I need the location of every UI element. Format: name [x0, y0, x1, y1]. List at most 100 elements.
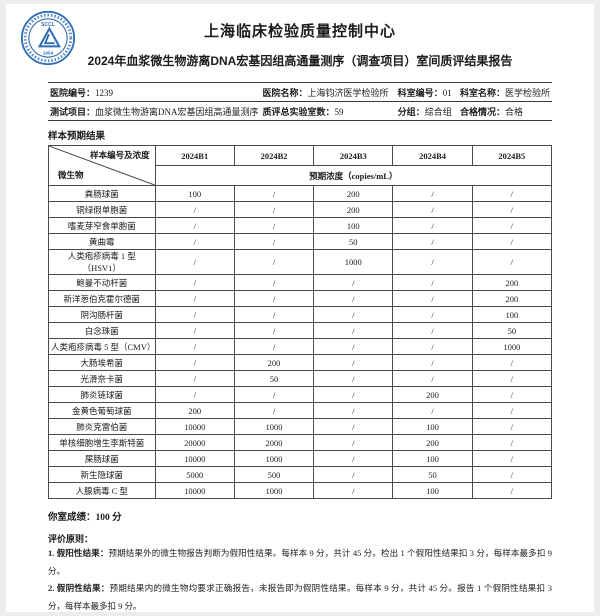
- concentration-value: /: [313, 290, 394, 307]
- concentration-value: /: [154, 370, 235, 387]
- concentration-value: /: [233, 338, 315, 355]
- concentration-value: /: [313, 354, 394, 371]
- concentration-value: /: [471, 217, 553, 234]
- info-label: 医院名称：: [262, 87, 308, 98]
- concentration-value: /: [154, 306, 235, 323]
- concentration-value: /: [471, 466, 553, 483]
- microbe-name: 金黄色葡萄球菌: [48, 402, 156, 419]
- concentration-value: /: [154, 322, 235, 339]
- logo-acronym: SCCL: [41, 22, 55, 28]
- concentration-value: /: [313, 402, 394, 419]
- concentration-value: /: [392, 185, 473, 202]
- concentration-value: /: [392, 322, 473, 339]
- concentration-value: /: [154, 290, 235, 307]
- concentration-value: 100: [392, 450, 473, 467]
- concentration-value: 100: [392, 418, 473, 435]
- sample-column-header: 2024B3: [313, 145, 394, 166]
- concentration-value: /: [233, 233, 315, 250]
- microbe-name: 阴沟肠杆菌: [48, 306, 156, 323]
- microbe-name: 人类疱疹病毒 5 型（CMV）: [48, 338, 156, 355]
- concentration-value: /: [471, 450, 553, 467]
- sample-column-header: 2024B1: [154, 145, 235, 166]
- concentration-value: /: [233, 201, 315, 218]
- table-row: 粪肠球菌 100/200//: [48, 185, 553, 202]
- info-label: 科室名称：: [459, 87, 505, 98]
- evaluation-principles-heading: 评价原则：: [48, 534, 94, 544]
- concentration-value: /: [233, 402, 315, 419]
- table-row: 人类疱疹病毒 1 型（HSV1） //1000//: [48, 249, 553, 275]
- concentration-value: /: [471, 482, 553, 499]
- subheader-expected-concentration: 预期浓度（copies/mL）: [154, 165, 553, 186]
- table-row: 光滑奈卡菌/50// /: [48, 370, 553, 387]
- concentration-value: /: [392, 274, 473, 291]
- concentration-value: 200: [233, 354, 315, 371]
- concentration-value: /: [233, 386, 315, 403]
- concentration-value: /: [471, 185, 553, 202]
- page-title: 上海临床检验质量控制中心: [203, 23, 396, 40]
- concentration-value: /: [154, 217, 235, 234]
- concentration-value: 500: [233, 466, 315, 483]
- concentration-value: /: [392, 233, 473, 250]
- evaluation-principles-list: 1. 假阳性结果：预期结果外的微生物报告判断为假阳性结果。每样本 9 分，共计 …: [48, 545, 552, 612]
- info-label: 质评总实验室数：: [262, 106, 335, 117]
- concentration-value: 100: [471, 306, 553, 323]
- microbe-name: 新生隐球菌: [48, 466, 156, 483]
- concentration-value: /: [313, 482, 394, 499]
- concentration-value: 1000: [233, 450, 315, 467]
- concentration-value: 200: [392, 386, 473, 403]
- concentration-value: /: [233, 322, 315, 339]
- evaluation-principle-text: 预期结果内的微生物均要求正确报告，未报告即为假阴性结果。每样本 9 分，共计 4…: [48, 583, 552, 611]
- concentration-value: 50: [392, 466, 473, 483]
- concentration-value: /: [233, 185, 315, 202]
- concentration-value: /: [392, 370, 473, 387]
- report-page: SCCL 1954 上海临床检验质量控制中心 2024年血浆微生物游离DNA宏基…: [6, 4, 594, 612]
- report-info-table: 医院编号：1239 医院名称：上海钧济医学检验所 科室编号：01 科室名称：医学检验所…: [48, 82, 552, 121]
- corner-label-sample-id: 样本编号及浓度: [90, 150, 150, 160]
- concentration-value: /: [313, 450, 394, 467]
- sample-column-header: 2024B4: [392, 145, 473, 166]
- info-cell: 测试项目：血浆微生物游离DNA宏基因组高通量测序: [48, 101, 261, 121]
- table-row: 大肠埃希菌/200// /: [48, 354, 553, 371]
- table-row: 肺炎链球菌 / //200/: [48, 386, 553, 403]
- concentration-value: /: [392, 249, 473, 275]
- concentration-value: /: [154, 354, 235, 371]
- concentration-value: 100: [392, 482, 473, 499]
- concentration-value: /: [392, 338, 473, 355]
- concentration-value: /: [313, 306, 394, 323]
- info-value: 合格: [504, 106, 523, 117]
- concentration-value: /: [233, 217, 315, 234]
- table-row: 鲍曼不动杆菌 / / //200: [48, 274, 553, 291]
- microbe-name: 屎肠球菌: [48, 450, 156, 467]
- info-label: 测试项目：: [50, 106, 96, 117]
- info-value: 1239: [95, 87, 114, 98]
- microbe-name: 新洋葱伯克霍尔德菌: [48, 290, 156, 307]
- concentration-value: 10000: [154, 418, 235, 435]
- concentration-value: /: [154, 201, 235, 218]
- info-label: 分组：: [397, 106, 425, 117]
- sample-column-header: 2024B2: [233, 145, 315, 166]
- concentration-value: /: [233, 249, 315, 275]
- concentration-value: 2000: [233, 434, 315, 451]
- concentration-value: /: [313, 434, 394, 451]
- concentration-value: /: [471, 233, 553, 250]
- concentration-value: 10000: [154, 450, 235, 467]
- concentration-value: 50: [233, 370, 315, 387]
- concentration-value: /: [392, 402, 473, 419]
- concentration-value: /: [154, 233, 235, 250]
- concentration-value: /: [471, 386, 553, 403]
- page-subtitle: 2024年血浆微生物游离DNA宏基因组高通量测序（调查项目）室间质评结果报告: [87, 54, 513, 68]
- info-cell: 合格情况：合格: [457, 101, 552, 121]
- info-value: 59: [334, 106, 344, 117]
- table-row: 新生隐球菌 5000 500/50/: [48, 466, 553, 483]
- concentration-value: 100: [154, 185, 235, 202]
- table-row: 人类疱疹病毒 5 型（CMV） / / //1000: [48, 338, 553, 355]
- microbe-name: 肺炎克雷伯菌: [48, 418, 156, 435]
- concentration-value: 50: [471, 322, 553, 339]
- concentration-value: /: [471, 249, 553, 275]
- table-row: 阴沟肠杆菌 / / //100: [48, 306, 553, 323]
- concentration-value: /: [313, 370, 394, 387]
- sccl-logo-icon: SCCL 1954: [20, 10, 76, 66]
- info-label: 合格情况：: [459, 106, 505, 117]
- info-cell: 科室名称：医学检验所: [457, 82, 552, 102]
- microbe-name: 人腺病毒 C 型: [48, 482, 156, 499]
